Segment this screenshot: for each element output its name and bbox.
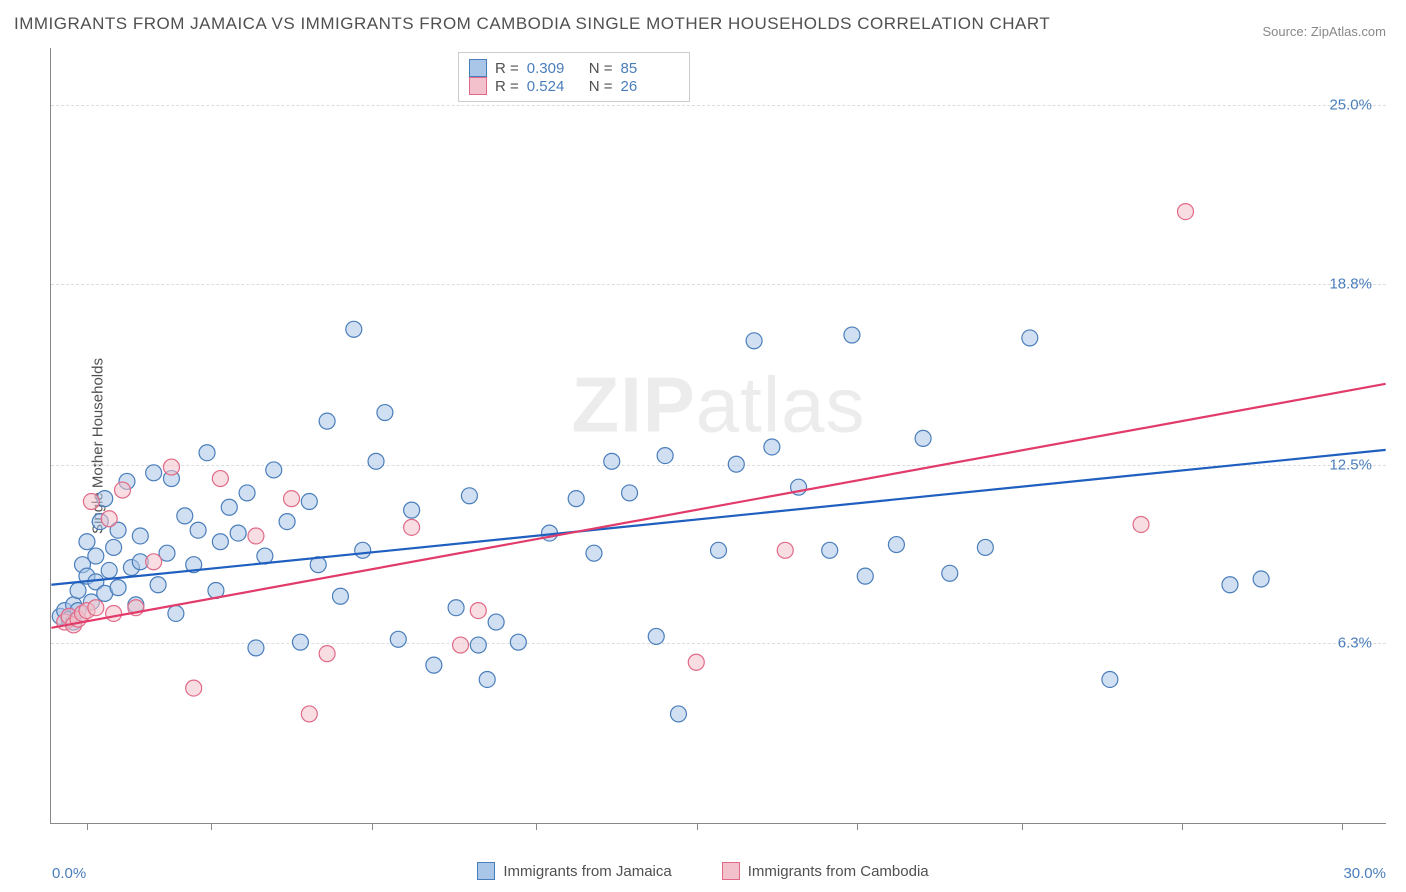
source-label: Source: ZipAtlas.com xyxy=(1262,24,1386,39)
x-tick xyxy=(1022,823,1023,830)
stats-legend: R = 0.309 N = 85 R = 0.524 N = 26 xyxy=(458,52,690,102)
series-legend: Immigrants from Jamaica Immigrants from … xyxy=(0,862,1406,880)
x-tick xyxy=(372,823,373,830)
swatch-jamaica xyxy=(477,862,495,880)
x-tick xyxy=(857,823,858,830)
legend-item-jamaica: Immigrants from Jamaica xyxy=(477,862,671,880)
swatch-cambodia xyxy=(722,862,740,880)
stats-legend-row: R = 0.309 N = 85 xyxy=(469,59,675,77)
r-value: 0.524 xyxy=(527,78,581,95)
r-value: 0.309 xyxy=(527,60,581,77)
trend-line xyxy=(51,450,1385,585)
trend-line xyxy=(51,384,1385,628)
swatch-icon xyxy=(469,59,487,77)
n-value: 85 xyxy=(621,60,675,77)
n-label: N = xyxy=(589,78,613,95)
legend-label-cambodia: Immigrants from Cambodia xyxy=(748,863,929,880)
plot-area: ZIPatlas 6.3%12.5%18.8%25.0% xyxy=(50,48,1386,824)
n-label: N = xyxy=(589,60,613,77)
legend-label-jamaica: Immigrants from Jamaica xyxy=(503,863,671,880)
r-label: R = xyxy=(495,78,519,95)
x-tick xyxy=(1182,823,1183,830)
stats-legend-row: R = 0.524 N = 26 xyxy=(469,77,675,95)
r-label: R = xyxy=(495,60,519,77)
swatch-icon xyxy=(469,77,487,95)
n-value: 26 xyxy=(621,78,675,95)
x-tick xyxy=(1342,823,1343,830)
legend-item-cambodia: Immigrants from Cambodia xyxy=(722,862,929,880)
chart-title: IMMIGRANTS FROM JAMAICA VS IMMIGRANTS FR… xyxy=(14,14,1050,34)
trend-lines-layer xyxy=(51,48,1386,823)
x-tick xyxy=(211,823,212,830)
x-tick xyxy=(87,823,88,830)
source-prefix: Source: xyxy=(1262,24,1310,39)
source-value: ZipAtlas.com xyxy=(1311,24,1386,39)
x-tick xyxy=(536,823,537,830)
x-tick xyxy=(697,823,698,830)
